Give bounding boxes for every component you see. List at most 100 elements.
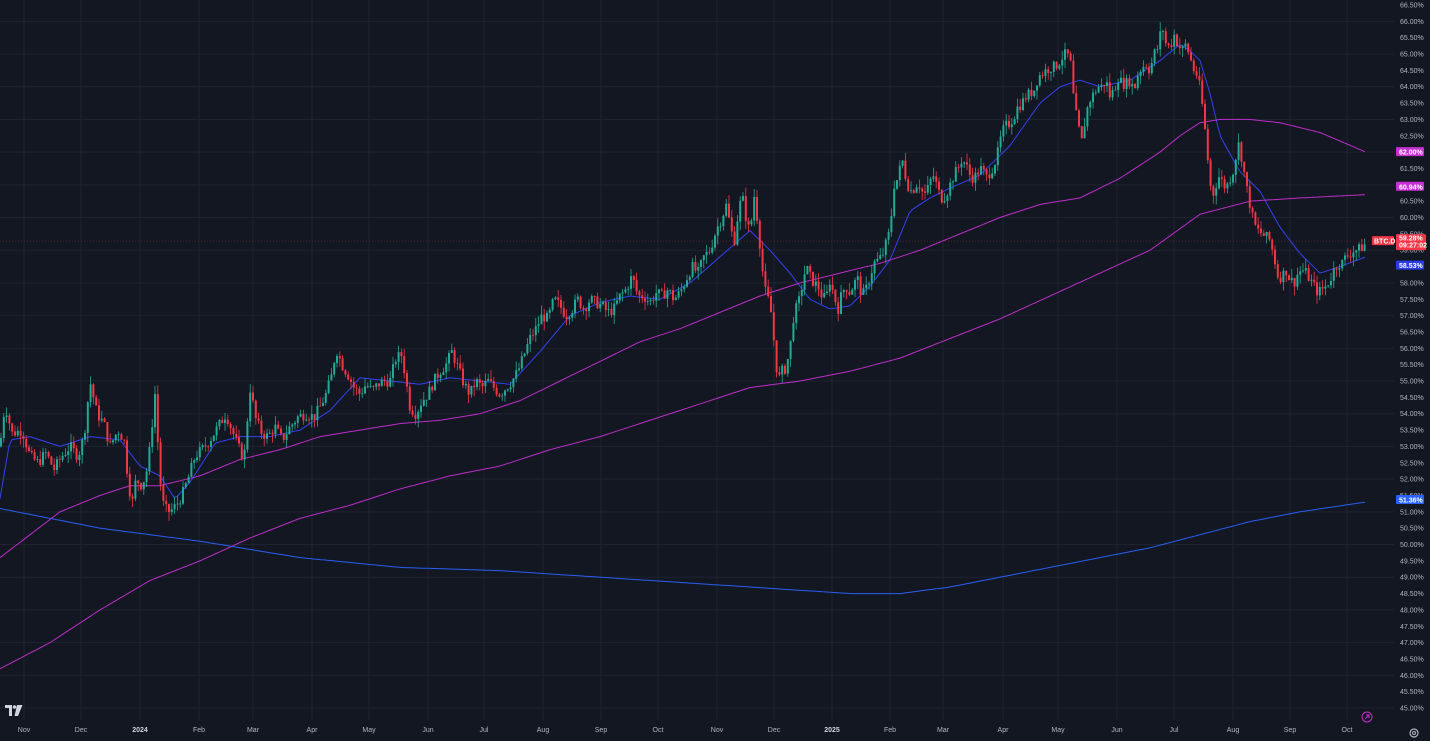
candle-down (638, 291, 641, 296)
candle-up (336, 356, 338, 364)
candle-up (705, 251, 708, 256)
candle-up (445, 363, 448, 373)
candle-up (893, 188, 896, 217)
candle-down (1080, 126, 1083, 139)
candle-up (2, 417, 5, 439)
candle-down (1176, 34, 1178, 46)
ma-badge-blue-2-bg (1396, 260, 1424, 270)
candle-up (512, 378, 515, 388)
symbol-tag: BTC.D (1374, 239, 1395, 246)
candle-down (820, 289, 823, 298)
candle-up (142, 482, 145, 490)
candle-down (403, 356, 406, 374)
candle-up (1363, 244, 1366, 252)
candle-up (996, 147, 999, 166)
candle-up (974, 172, 977, 183)
candle-up (554, 297, 557, 300)
price-tick-label: 55.00% (1400, 379, 1424, 386)
candle-up (78, 454, 81, 460)
candle-up (526, 344, 529, 354)
candle-up (868, 283, 870, 285)
settings-gear-icon[interactable] (1408, 727, 1420, 739)
candle-down (1254, 212, 1257, 225)
candle-up (274, 424, 277, 435)
candle-up (792, 322, 795, 341)
go-to-realtime-icon[interactable] (1361, 711, 1373, 723)
candle-down (350, 379, 352, 383)
candle-down (562, 307, 565, 317)
candle-up (999, 136, 1002, 148)
candle-up (170, 509, 173, 512)
candle-up (61, 456, 64, 460)
candle-up (1050, 71, 1052, 74)
price-tick-label: 48.00% (1400, 607, 1424, 614)
price-tick-label: 50.50% (1400, 526, 1424, 533)
candle-up (5, 415, 8, 418)
price-tick-label: 63.50% (1400, 101, 1424, 108)
candle-up (702, 255, 705, 261)
time-tick-label: Sep (1284, 727, 1297, 734)
candle-down (652, 300, 655, 301)
candle-down (1178, 45, 1181, 49)
candle-down (761, 248, 764, 272)
time-tick-label: May (1051, 727, 1065, 734)
candle-up (1332, 268, 1335, 281)
candle-down (50, 456, 53, 465)
candle-up (42, 452, 44, 465)
candle-up (316, 405, 319, 420)
candle-down (240, 443, 243, 460)
candle-down (957, 167, 960, 168)
candle-down (904, 160, 907, 180)
candle-up (862, 288, 865, 295)
candle-down (462, 368, 464, 386)
time-tick-label: Nov (18, 727, 31, 734)
candle-up (1226, 183, 1229, 189)
candle-up (658, 289, 660, 294)
candle-down (812, 271, 814, 286)
time-axis[interactable]: Nov Dec 2024 Feb Mar Apr May Jun Jul Aug Sep Oct Nov… (18, 727, 1353, 734)
time-tick-label: Mar (247, 727, 260, 734)
candle-down (498, 394, 501, 397)
candle-down (1030, 89, 1033, 97)
candle-down (235, 433, 238, 438)
candle-down (907, 179, 910, 191)
candle-down (128, 473, 131, 497)
candle-up (781, 365, 784, 375)
candle-up (753, 196, 756, 221)
candle-up (299, 414, 302, 417)
candle-down (263, 433, 266, 439)
price-tick-label: 61.50% (1400, 166, 1424, 173)
candle-up (716, 226, 719, 236)
tradingview-logo-icon[interactable] (5, 704, 23, 718)
candle-up (534, 326, 537, 336)
price-tick-label: 56.50% (1400, 329, 1424, 336)
candle-down (940, 189, 943, 203)
candle-down (730, 217, 733, 232)
candle-up (380, 379, 383, 387)
candle-down (1316, 282, 1318, 296)
ma-badge-blue-2: 58.53% (1399, 263, 1424, 270)
candle-down (837, 302, 840, 314)
candle-up (439, 374, 442, 378)
ma-badge-magenta-1: 62.00% (1399, 150, 1424, 157)
candle-up (470, 385, 473, 395)
candle-up (394, 362, 397, 365)
candle-down (1108, 82, 1111, 98)
candle-up (655, 293, 658, 301)
candle-down (1271, 239, 1274, 250)
candle-up (64, 455, 67, 457)
candle-down (1293, 277, 1296, 287)
candle-down (1170, 45, 1173, 47)
candle-down (400, 352, 403, 357)
candle-up (369, 386, 372, 387)
candle-up (112, 440, 114, 443)
candle-up (1282, 270, 1285, 283)
moving-average-line-2 (0, 118, 1366, 558)
candle-up (1038, 75, 1041, 86)
candle-down (1201, 80, 1204, 104)
candle-up (501, 395, 504, 397)
candle-down (221, 419, 224, 424)
price-tick-label: 53.00% (1400, 444, 1424, 451)
candle-up (417, 411, 420, 419)
